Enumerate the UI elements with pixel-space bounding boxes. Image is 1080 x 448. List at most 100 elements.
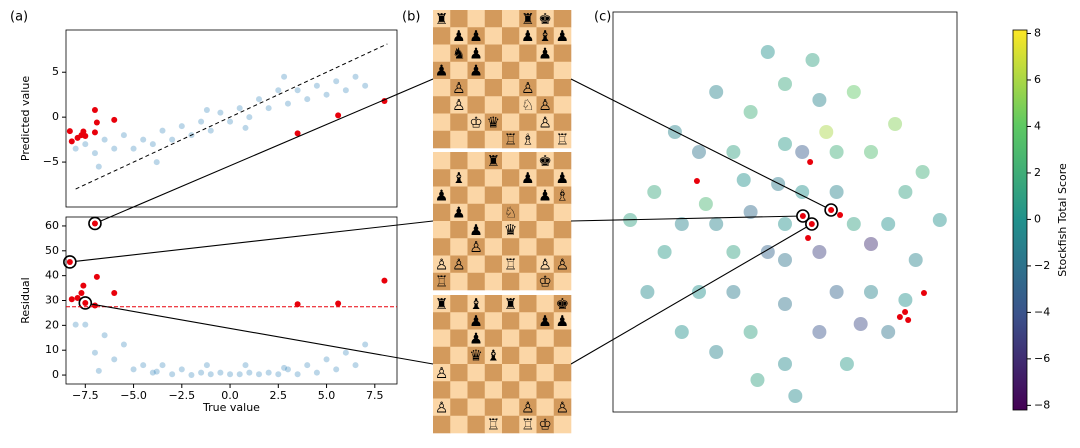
board-square: [536, 203, 555, 222]
chess-piece: ♙: [538, 255, 551, 273]
colorbar-tick-label: −6: [1034, 352, 1050, 365]
board-square: [519, 238, 537, 256]
y-tick-label: 5: [52, 65, 59, 78]
data-point: [335, 300, 342, 307]
data-point: [323, 356, 330, 363]
data-point: [82, 299, 89, 306]
chess-piece: ♖: [521, 416, 534, 434]
embedding-point: [898, 185, 913, 199]
data-point: [799, 213, 806, 219]
board-square: [553, 221, 572, 239]
board-square: [467, 295, 486, 313]
board-square: [502, 61, 520, 80]
board-square: [502, 203, 520, 222]
embedding-point: [778, 357, 792, 371]
chess-piece: ♟: [556, 312, 569, 330]
board-square: [450, 10, 468, 28]
embedding-point: [640, 285, 655, 299]
data-point: [808, 221, 815, 227]
data-point: [91, 220, 98, 227]
data-point: [342, 349, 349, 356]
data-point: [159, 127, 166, 134]
data-point: [130, 145, 137, 152]
chess-piece: ♜: [504, 295, 517, 313]
board-square: [536, 238, 555, 256]
board-square: [484, 415, 503, 434]
board-square: [519, 221, 537, 239]
data-point: [284, 100, 291, 107]
data-point: [207, 371, 214, 378]
embedding-point: [760, 245, 775, 259]
panel-label: (b): [402, 10, 420, 25]
board-square: [536, 329, 555, 348]
board-square: [484, 272, 503, 291]
chess-piece: ♟: [435, 186, 448, 204]
embedding-point: [778, 297, 792, 311]
board-square: [433, 113, 451, 132]
board-square: [450, 203, 468, 222]
links: [75, 78, 826, 365]
board-square: [484, 44, 503, 63]
embedding-point: [812, 245, 827, 259]
colorbar-tick-label: 2: [1034, 166, 1041, 179]
embedding-point: [667, 125, 682, 139]
y-tick-label: 60: [45, 219, 59, 232]
board-square: [450, 96, 468, 114]
board-square: [536, 415, 555, 434]
board-square: [536, 346, 555, 365]
data-point: [72, 145, 79, 152]
board-square: [450, 255, 468, 274]
board-square: [519, 10, 537, 28]
board-square: [433, 329, 451, 348]
board-square: [553, 79, 572, 97]
board-square: [502, 169, 520, 187]
data-point: [198, 118, 205, 125]
data-point: [120, 341, 127, 348]
board-square: [536, 186, 555, 205]
data-point: [68, 138, 75, 145]
board-square: [519, 96, 537, 114]
chess-piece: ♘: [521, 96, 534, 114]
chess-piece: ♟: [556, 169, 569, 187]
chess-piece: ♟: [452, 204, 465, 222]
embedding-point: [709, 217, 724, 231]
data-point: [82, 141, 89, 148]
board-square: [519, 61, 537, 80]
data-point: [72, 321, 79, 328]
y-tick-label: 0: [52, 368, 59, 381]
board-square: [553, 113, 572, 132]
board-square: [467, 152, 486, 170]
data-point: [236, 371, 243, 378]
board-square: [467, 96, 486, 114]
board-square: [450, 113, 468, 132]
data-point: [227, 118, 234, 125]
data-point: [149, 141, 156, 148]
data-point: [91, 150, 98, 157]
board-square: [536, 44, 555, 63]
chess-piece: ♖: [487, 416, 500, 434]
chess-piece: ♚: [556, 295, 569, 313]
board-square: [467, 79, 486, 97]
embedding-point: [795, 185, 810, 199]
data-point: [246, 369, 253, 376]
board-square: [450, 44, 468, 63]
colorbar: [1012, 29, 1028, 411]
board-square: [450, 152, 468, 170]
data-point: [111, 116, 118, 123]
board-square: [433, 364, 451, 382]
y-tick-label: −5: [43, 155, 59, 168]
board-square: [519, 364, 537, 382]
panel-label: (c): [594, 10, 611, 25]
data-point: [805, 235, 812, 241]
x-tick-label: 2.5: [270, 389, 288, 402]
board-square: [484, 113, 503, 132]
board-square: [467, 346, 486, 365]
data-point: [93, 119, 100, 126]
board-square: [502, 238, 520, 256]
data-point: [66, 128, 73, 135]
y-tick-label: 10: [45, 343, 59, 356]
data-point: [178, 123, 185, 130]
board-square: [519, 255, 537, 274]
chess-piece: ♖: [556, 131, 569, 149]
chess-piece: ♙: [452, 79, 465, 97]
